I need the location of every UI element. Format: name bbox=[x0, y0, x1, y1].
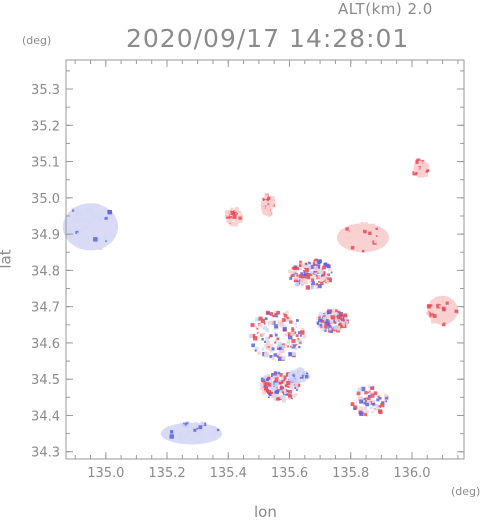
echo-region bbox=[259, 371, 301, 403]
x-tick-label: 135.6 bbox=[271, 466, 308, 481]
x-tick-label: 135.4 bbox=[210, 466, 247, 481]
echo-region bbox=[336, 221, 389, 253]
echo-region bbox=[224, 206, 243, 227]
echo-layer bbox=[62, 158, 459, 445]
y-tick-label: 35.0 bbox=[31, 192, 60, 207]
y-tick-label: 34.3 bbox=[31, 446, 60, 461]
plot-frame bbox=[65, 59, 465, 460]
y-tick-label: 35.2 bbox=[31, 119, 60, 134]
y-unit-label: (deg) bbox=[22, 34, 52, 47]
y-tick-label: 35.3 bbox=[31, 83, 60, 98]
x-unit-label: (deg) bbox=[451, 485, 481, 498]
y-tick-label: 34.7 bbox=[31, 301, 60, 316]
y-tick-label: 34.9 bbox=[31, 228, 60, 243]
y-tick-label: 34.8 bbox=[31, 264, 60, 279]
x-tick-label: 135.8 bbox=[332, 466, 369, 481]
echo-region bbox=[62, 203, 119, 251]
echo-region bbox=[248, 310, 307, 361]
echo-region bbox=[287, 367, 310, 384]
echo-region bbox=[426, 295, 459, 327]
altitude-label: ALT(km) 2.0 bbox=[338, 0, 433, 18]
y-tick-label: 34.4 bbox=[31, 409, 60, 424]
y-tick-label: 34.6 bbox=[31, 337, 60, 352]
x-axis-label: lon bbox=[254, 503, 277, 521]
x-tick-label: 135.0 bbox=[87, 466, 124, 481]
tick-layer: 135.0 135.2 135.4 135.6 135.8 136.0 34.3 34.4 34… bbox=[31, 60, 464, 481]
echo-region bbox=[160, 421, 223, 445]
echo-region bbox=[316, 308, 349, 334]
echo-region bbox=[288, 258, 333, 290]
echo-region bbox=[412, 158, 430, 178]
chart-title-timestamp: 2020/09/17 14:28:01 bbox=[126, 24, 410, 53]
y-tick-label: 34.5 bbox=[31, 373, 60, 388]
echo-region bbox=[260, 193, 276, 218]
y-tick-label: 35.1 bbox=[31, 156, 60, 171]
x-tick-label: 136.0 bbox=[393, 466, 430, 481]
echo-region bbox=[350, 385, 389, 417]
x-tick-label: 135.2 bbox=[148, 466, 185, 481]
